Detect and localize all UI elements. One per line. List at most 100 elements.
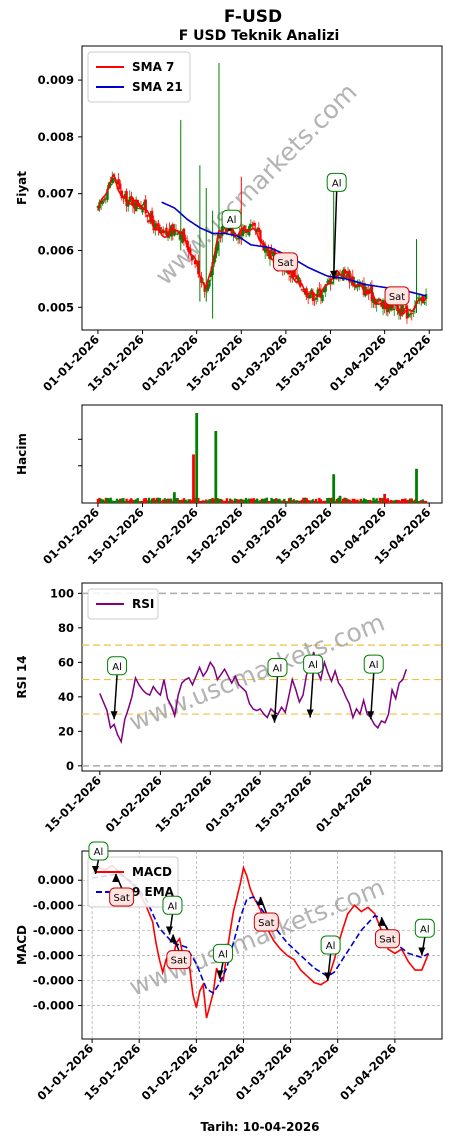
volume-bar	[243, 499, 246, 503]
volume-bar	[322, 500, 326, 503]
rsi-ytick-label: 80	[58, 621, 74, 635]
rsi-watermark: www.uscmarkets.com	[125, 608, 389, 737]
volume-bar	[348, 499, 351, 503]
macd-buy-label: Al	[420, 924, 430, 935]
volume-bar	[364, 499, 367, 503]
rsi-signal-arrowhead	[270, 714, 278, 723]
rsi-xtick-label: 01-04-2026	[313, 773, 375, 835]
rsi-signal-arrowhead	[110, 711, 118, 720]
price-candle-body	[176, 233, 179, 235]
price-panel: 01-01-202615-01-202601-02-202615-02-2026…	[15, 45, 443, 394]
volume-bar	[369, 499, 372, 503]
volume-bar	[354, 500, 358, 503]
volume-bar	[375, 498, 378, 503]
volume-bar	[174, 498, 178, 503]
price-candle-body	[103, 199, 106, 201]
price-buy-badge	[221, 209, 242, 229]
volume-bar	[302, 497, 305, 503]
price-frame	[81, 45, 443, 331]
volume-bar	[203, 500, 206, 503]
volume-bar	[219, 498, 222, 503]
price-candle-body	[256, 228, 259, 232]
price-candle-body	[241, 227, 245, 236]
volume-bar	[342, 498, 345, 503]
macd-panel: 01-01-202615-01-202601-02-202615-02-2026…	[15, 841, 443, 1103]
volume-panel: 01-01-202615-01-202601-02-202615-02-2026…	[15, 404, 443, 567]
volume-bar	[232, 500, 235, 503]
price-candle-body	[216, 241, 219, 251]
price-candle-body	[380, 303, 383, 307]
price-candle-body	[260, 240, 264, 242]
volume-bar	[356, 499, 359, 503]
price-sell-badge	[273, 252, 299, 272]
volume-bar	[330, 497, 334, 503]
volume-bar	[117, 500, 120, 503]
volume-bar	[240, 498, 243, 503]
volume-bar	[346, 499, 350, 503]
volume-bar	[292, 499, 296, 503]
volume-bar	[154, 499, 157, 503]
volume-bar	[101, 499, 104, 503]
price-candle-body	[106, 188, 109, 200]
macd-signal-arrowhead	[216, 970, 224, 979]
macd-legend-label: MACD	[132, 865, 172, 879]
volume-bar	[150, 498, 154, 503]
rsi-panel: 15-01-202601-02-202615-02-202601-03-2026…	[15, 582, 443, 835]
volume-bar	[236, 499, 240, 503]
price-candle-body	[294, 275, 297, 277]
volume-bar	[197, 497, 200, 503]
price-candle-body	[117, 178, 120, 185]
price-candle-body	[423, 302, 426, 304]
volume-bar	[423, 500, 426, 503]
macd-sell-label: Sat	[113, 893, 129, 904]
price-buy-label: Al	[227, 215, 237, 226]
volume-bar	[408, 498, 412, 503]
price-legend-label: SMA 7	[132, 60, 174, 74]
volume-bar	[306, 500, 310, 503]
volume-bar	[155, 497, 159, 503]
rsi-ytick-label: 60	[58, 655, 74, 669]
volume-bar	[421, 499, 425, 503]
volume-bar	[244, 497, 248, 503]
price-candle-body	[144, 199, 147, 214]
rsi-ytick-label: 100	[50, 586, 74, 600]
macd-signal-arrowhead	[112, 873, 120, 882]
volume-bar	[287, 498, 291, 503]
price-candle-body	[418, 300, 421, 302]
price-candle-body	[326, 281, 329, 283]
macd-signal-arrowhead	[91, 865, 99, 874]
volume-bar	[158, 498, 162, 503]
volume-bar	[133, 499, 136, 503]
volume-bar	[104, 497, 108, 503]
price-candle-body	[158, 227, 162, 234]
price-candle-body	[249, 224, 253, 227]
volume-bar	[184, 499, 187, 503]
price-candle-body	[170, 225, 173, 237]
volume-bar	[157, 497, 160, 503]
price-candle-body	[337, 272, 340, 276]
macd-signal-arrowhead	[418, 947, 426, 956]
price-candle-body	[369, 288, 372, 293]
price-signal-arrowhead	[330, 270, 338, 279]
volume-bar	[147, 497, 151, 503]
price-candle-body	[160, 230, 163, 234]
price-candle-body	[128, 196, 131, 203]
macd-ytick-label: -0.000	[33, 898, 74, 912]
volume-bar	[119, 498, 122, 503]
price-candle-body	[236, 238, 240, 240]
volume-frame	[81, 404, 443, 504]
volume-bar	[146, 500, 149, 503]
volume-bar	[246, 499, 249, 503]
price-candle-body	[330, 281, 334, 284]
volume-bar	[311, 499, 315, 503]
macd-xtick-label: 01-04-2026	[337, 1041, 399, 1103]
price-candle-body	[257, 227, 261, 232]
price-candle-body	[165, 227, 168, 236]
volume-bar	[381, 498, 385, 503]
volume-bar	[351, 498, 354, 503]
price-candle-body	[244, 230, 248, 233]
price-candle-body	[101, 200, 104, 204]
volume-bar	[316, 501, 319, 503]
price-candle-body	[99, 201, 103, 204]
volume-bar	[141, 500, 144, 503]
